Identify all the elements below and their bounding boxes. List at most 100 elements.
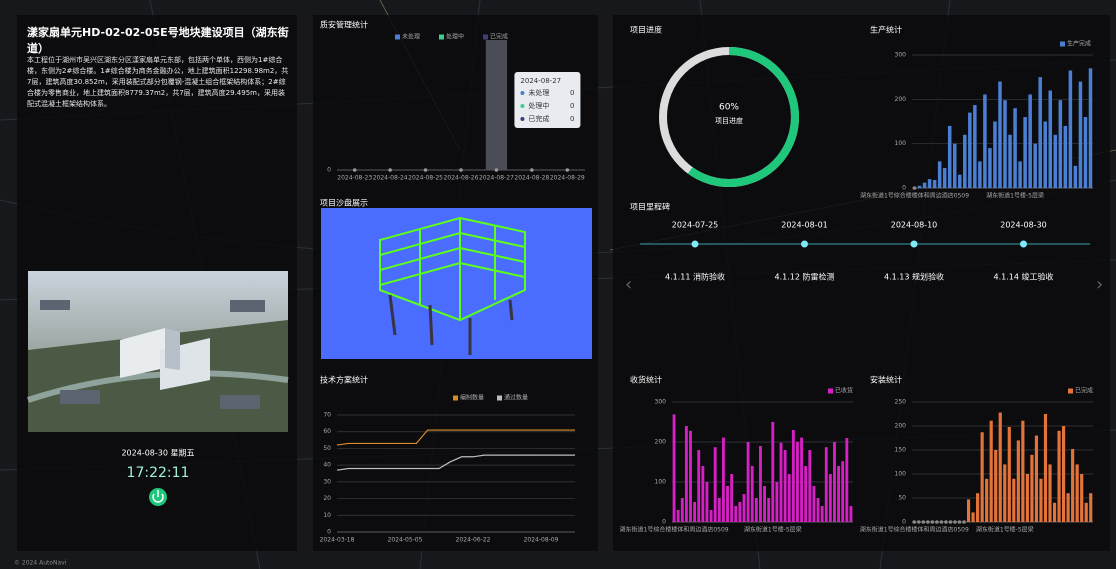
milestone-dot bbox=[691, 240, 699, 248]
legend-label: 通过数量 bbox=[504, 394, 528, 402]
bar bbox=[1063, 125, 1068, 188]
y-tick-label: 300 bbox=[655, 399, 667, 406]
axis-dot bbox=[565, 168, 570, 172]
bar bbox=[922, 182, 927, 188]
bar bbox=[787, 474, 791, 522]
gauge-label: 项目进度 bbox=[715, 116, 743, 125]
bar bbox=[1003, 100, 1007, 188]
prev-arrow[interactable]: ‹ bbox=[625, 274, 632, 295]
hover-band bbox=[485, 40, 508, 170]
legend-swatch bbox=[1068, 388, 1073, 394]
bar bbox=[978, 161, 982, 188]
bar bbox=[993, 121, 997, 188]
bar bbox=[963, 134, 967, 188]
bar bbox=[713, 447, 717, 522]
tooltip-name: 未处理 bbox=[528, 88, 549, 97]
bar bbox=[917, 185, 922, 188]
tooltip bbox=[514, 72, 581, 128]
axis-dot bbox=[388, 168, 392, 172]
y-tick-label: 250 bbox=[895, 399, 907, 406]
bar bbox=[796, 442, 799, 522]
bar bbox=[983, 94, 987, 188]
x-tick-label: 2024-08-25 bbox=[408, 175, 443, 182]
bar bbox=[1038, 77, 1042, 188]
panel-title: 项目里程碑 bbox=[630, 202, 670, 212]
milestone-date: 2024-08-01 bbox=[781, 221, 828, 230]
bar bbox=[1075, 464, 1079, 522]
bar bbox=[775, 482, 779, 522]
map-credit: © 2024 AutoNavi bbox=[14, 560, 67, 567]
bar bbox=[693, 502, 697, 522]
tooltip-dot bbox=[520, 91, 525, 95]
bar bbox=[1007, 426, 1011, 522]
legend-label: 生产完成 bbox=[1067, 40, 1091, 48]
legend-label: 处理中 bbox=[446, 33, 464, 41]
bar bbox=[1083, 117, 1088, 188]
legend-swatch bbox=[439, 34, 444, 40]
bar bbox=[1068, 70, 1073, 188]
power-button[interactable] bbox=[149, 488, 167, 506]
bar bbox=[672, 414, 676, 522]
bar bbox=[738, 502, 742, 522]
bar bbox=[705, 482, 709, 522]
bar bbox=[746, 442, 750, 522]
x-tick-label: 2024-05-05 bbox=[388, 537, 423, 544]
bar bbox=[767, 498, 771, 522]
x-tick-label: 湖东街道1号楼-5层梁 bbox=[986, 192, 1044, 200]
bar bbox=[1088, 68, 1093, 188]
y-tick-label: 0 bbox=[662, 519, 666, 526]
bar bbox=[927, 179, 932, 188]
bar bbox=[1028, 94, 1032, 188]
bar bbox=[1012, 478, 1016, 522]
y-tick-label: 0 bbox=[902, 519, 906, 526]
gauge-value: 60% bbox=[719, 103, 739, 113]
panel-title: 生产统计 bbox=[870, 25, 902, 35]
milestone-dot bbox=[801, 240, 808, 248]
x-tick-label: 2024-03-18 bbox=[320, 537, 355, 544]
bar bbox=[1048, 90, 1053, 188]
bar bbox=[1043, 414, 1048, 522]
bar bbox=[734, 506, 738, 522]
zero-bar bbox=[916, 520, 921, 524]
axis-dot bbox=[352, 168, 357, 172]
tooltip-dot bbox=[520, 117, 525, 121]
x-tick-label: 2024-08-23 bbox=[337, 175, 372, 182]
axis-dot bbox=[494, 168, 499, 172]
bar bbox=[1023, 117, 1027, 188]
x-tick-label: 2024-08-29 bbox=[550, 175, 585, 182]
zero-bar bbox=[944, 520, 948, 524]
line-series bbox=[336, 454, 575, 471]
bar bbox=[750, 466, 754, 522]
panel-title: 项目进度 bbox=[630, 25, 662, 35]
bar bbox=[701, 466, 705, 522]
y-tick-label: 50 bbox=[898, 495, 906, 502]
zero-bar bbox=[953, 520, 957, 524]
tooltip-value: 0 bbox=[570, 89, 574, 97]
bar bbox=[989, 420, 993, 522]
milestone-label: 4.1.13 规划验收 bbox=[884, 272, 944, 282]
y-tick-label: 40 bbox=[323, 462, 331, 469]
bar bbox=[771, 422, 775, 522]
bar bbox=[676, 510, 680, 522]
bar bbox=[958, 174, 962, 188]
bar bbox=[820, 506, 824, 522]
legend-label: 已收货 bbox=[835, 387, 853, 395]
bar bbox=[800, 437, 804, 522]
x-tick-label: 2024-08-28 bbox=[514, 175, 549, 182]
legend-label: 未处理 bbox=[402, 33, 420, 41]
bar bbox=[973, 105, 977, 188]
next-arrow[interactable]: › bbox=[1096, 274, 1103, 295]
x-tick-label: 2024-08-27 bbox=[479, 175, 514, 182]
bar bbox=[1073, 165, 1078, 188]
tooltip-value: 0 bbox=[570, 115, 574, 123]
bar bbox=[971, 512, 975, 522]
bar bbox=[1071, 449, 1075, 522]
tooltip-value: 0 bbox=[570, 102, 574, 110]
legend-swatch bbox=[483, 34, 488, 40]
x-tick-label: 湖东街道1号综合楼楼体和周边酒店0509 bbox=[620, 526, 729, 534]
bar bbox=[952, 143, 957, 188]
milestone-label: 4.1.11 消防验收 bbox=[665, 272, 725, 282]
bar bbox=[1018, 161, 1022, 188]
project-title: 漾家扇单元HD-02-02-05E号地块建设项目（湖东街道） bbox=[27, 26, 289, 55]
